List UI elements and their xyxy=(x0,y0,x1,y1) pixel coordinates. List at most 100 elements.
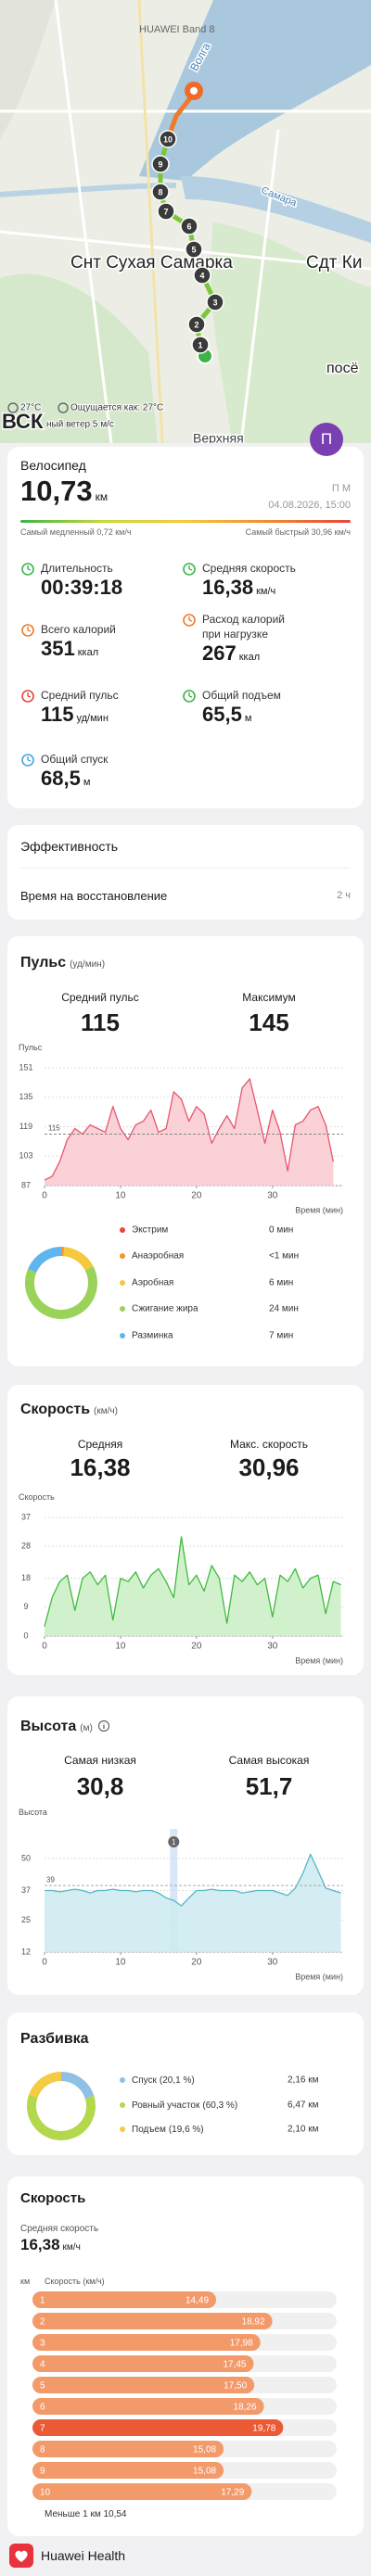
y-tick-label: 37 xyxy=(21,1512,31,1521)
route-marker xyxy=(187,315,206,334)
x-tick-label: 10 xyxy=(115,1958,126,1968)
stat-number: 68,5 xyxy=(41,767,81,790)
route-marker xyxy=(185,240,203,259)
stat-unit: м xyxy=(244,713,252,724)
slowest: Самый медленный 0,72 км/ч xyxy=(20,527,132,537)
y-tick-label: 9 xyxy=(23,1602,28,1611)
app-name: Huawei Health xyxy=(41,2548,126,2563)
donut-segment xyxy=(27,2094,96,2140)
chart-stat-value: 115 xyxy=(81,1009,120,1036)
stat-number: 65,5 xyxy=(202,703,242,726)
workout-type: Велосипед xyxy=(20,458,86,473)
legend-dot xyxy=(120,2102,125,2108)
route-marker-label: 6 xyxy=(186,222,191,231)
stat-icon-ring xyxy=(21,624,34,637)
legend-dot xyxy=(120,1333,125,1339)
legend-value: 24 мин xyxy=(269,1304,299,1314)
bar-value: 17,50 xyxy=(224,2381,247,2392)
chart-stat-value: 30,8 xyxy=(76,1772,124,1800)
y-axis-label: Пульс xyxy=(19,1043,43,1052)
marker-dot xyxy=(168,1836,180,1847)
legend-dot xyxy=(120,1227,125,1233)
stat-number: 115 xyxy=(41,703,74,726)
distance-unit: км xyxy=(95,490,109,503)
stat-icon-hand xyxy=(27,692,32,698)
marker-band xyxy=(170,1829,178,1952)
stat-number: 00:39:18 xyxy=(41,576,123,599)
stat-icon-ring xyxy=(183,563,196,576)
weather-icon xyxy=(58,402,69,413)
stat-value: 267 ккал xyxy=(202,641,260,669)
stat-unit: км/ч xyxy=(256,586,276,597)
map-label: Верхняя xyxy=(193,431,244,443)
stat-label: Общий спуск xyxy=(41,753,109,766)
route-marker xyxy=(159,130,177,148)
y-tick-label: 25 xyxy=(21,1915,31,1924)
stat-unit: ккал xyxy=(77,647,99,658)
chart-stat-label: Средняя xyxy=(77,1438,123,1451)
card: Эффективность Время на восстановление 2 ч xyxy=(7,825,364,920)
route-marker xyxy=(157,202,175,221)
logo-heart xyxy=(15,2550,28,2562)
bar-value: 17,45 xyxy=(223,2360,246,2370)
y-tick-label: 103 xyxy=(19,1151,32,1161)
y-tick-label: 28 xyxy=(21,1542,31,1551)
stat-unit: уд/мин xyxy=(76,713,109,724)
bar xyxy=(32,2398,264,2415)
map-river xyxy=(139,0,371,181)
chart-stat-label: Средний пульс xyxy=(61,991,139,1004)
bar-value: 19,78 xyxy=(252,2424,275,2434)
bar-category: 3 xyxy=(40,2339,45,2349)
reference-label: 39 xyxy=(46,1875,55,1884)
legend-label: Аэробная xyxy=(132,1277,173,1288)
legend-name: Спуск xyxy=(132,2075,158,2086)
bar-value: 14,49 xyxy=(186,2296,209,2306)
stat-unit: ккал xyxy=(238,652,261,663)
route-marker-label: 5 xyxy=(191,245,196,254)
average-value: 16,38 xyxy=(20,2236,60,2253)
weather-temp: 27°C xyxy=(20,403,41,413)
x-tick-label: 0 xyxy=(42,1642,47,1652)
route-marker xyxy=(151,155,170,173)
stat-icon xyxy=(183,690,196,703)
map-park xyxy=(0,273,158,443)
legend-dot xyxy=(120,2077,125,2083)
chart-unit: (км/ч) xyxy=(94,1406,118,1416)
chart-title: Скорость xyxy=(20,1402,91,1417)
subtitle: Средняя скорость xyxy=(20,2224,99,2234)
stat-icon-ring xyxy=(21,754,34,767)
legend-name: Подъем xyxy=(132,2125,166,2135)
bar xyxy=(32,2334,261,2351)
y-tick-label: 12 xyxy=(21,1947,31,1956)
stat-unit: м xyxy=(83,777,91,788)
y-tick-label: 37 xyxy=(21,1885,31,1895)
weather-icon xyxy=(7,402,19,413)
x-tick-label: 20 xyxy=(191,1642,202,1652)
donut-segment xyxy=(25,1265,97,1319)
donut-segment xyxy=(28,1247,62,1274)
data-line xyxy=(45,1853,341,1907)
section-title: Скорость xyxy=(20,2190,86,2206)
average-label: 115 xyxy=(48,1124,60,1133)
card-graphics: 87 103 119 135 151 0 10 20 30 Время (мин) 115 Экстр… xyxy=(19,1062,343,1341)
route-marker-label: 9 xyxy=(158,159,162,169)
stat-label: Общий подъем xyxy=(202,689,281,702)
chart-title-row: Пульс (уд/мин) xyxy=(20,955,105,971)
x-tick-label: 30 xyxy=(267,1958,278,1968)
x-tick-label: 20 xyxy=(191,1958,202,1968)
x-axis-label: Время (мин) xyxy=(295,1972,343,1981)
stat-value: 68,5 м xyxy=(41,767,90,794)
route-marker xyxy=(180,217,198,235)
stat-value: 115 уд/мин xyxy=(41,703,109,730)
info-icon[interactable] xyxy=(97,1719,110,1732)
stat-label: Всего калорий xyxy=(41,623,116,636)
route-marker-label: 7 xyxy=(163,207,168,216)
chart-unit: (м) xyxy=(80,1723,93,1733)
start-pin-dot xyxy=(190,87,198,95)
route-marker xyxy=(151,183,170,201)
card: Пульс (уд/мин) Средний пульс 115 Максимум 145… xyxy=(7,936,364,1366)
distance-value: 10,73 xyxy=(20,475,93,507)
route-marker xyxy=(206,293,224,311)
card: Велосипед 10,73 км П М 04.08.2026, 15:00 Самы… xyxy=(7,447,364,808)
